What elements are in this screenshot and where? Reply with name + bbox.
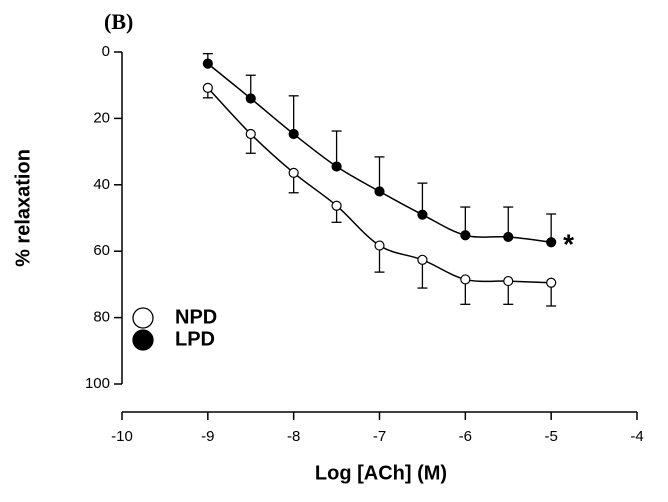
data-point <box>331 200 342 211</box>
x-tick-label: -6 <box>459 428 472 445</box>
y-tick-label: 20 <box>93 109 110 126</box>
legend-label: NPD <box>175 306 217 328</box>
data-point <box>546 277 557 288</box>
data-point <box>417 254 428 265</box>
x-tick-label: -5 <box>544 428 557 445</box>
data-point <box>288 128 299 140</box>
data-point <box>460 274 471 285</box>
x-tick-label: -7 <box>373 428 386 445</box>
data-point <box>202 82 213 93</box>
data-point <box>245 128 256 140</box>
data-point <box>503 231 514 243</box>
x-tick-label: -10 <box>111 428 133 445</box>
data-point <box>546 237 557 248</box>
data-point <box>202 58 213 69</box>
legend-marker <box>132 307 154 329</box>
data-point <box>503 275 514 287</box>
annotation: * <box>563 229 574 260</box>
data-point <box>374 240 385 251</box>
y-axis-title: % relaxation <box>12 149 34 267</box>
data-point <box>374 186 385 197</box>
data-point <box>245 93 256 104</box>
data-point <box>460 230 471 241</box>
legend-label: LPD <box>175 328 215 350</box>
y-tick-label: 0 <box>102 43 110 60</box>
y-tick-label: 60 <box>93 242 110 259</box>
panel-label: (B) <box>104 9 133 34</box>
x-tick-label: -8 <box>287 428 300 445</box>
y-tick-label: 40 <box>93 176 110 193</box>
y-tick-label: 100 <box>85 375 110 392</box>
data-point <box>331 161 342 172</box>
x-tick-label: -9 <box>201 428 214 445</box>
legend-marker <box>132 329 154 351</box>
data-point <box>417 209 428 220</box>
data-point <box>288 167 299 178</box>
fit-curve <box>207 63 552 243</box>
x-axis-title: Log [ACh] (M) <box>315 462 447 484</box>
y-tick-label: 80 <box>93 309 110 326</box>
x-tick-label: -4 <box>630 428 643 445</box>
